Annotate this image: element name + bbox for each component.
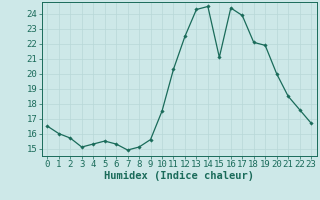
X-axis label: Humidex (Indice chaleur): Humidex (Indice chaleur) xyxy=(104,171,254,181)
